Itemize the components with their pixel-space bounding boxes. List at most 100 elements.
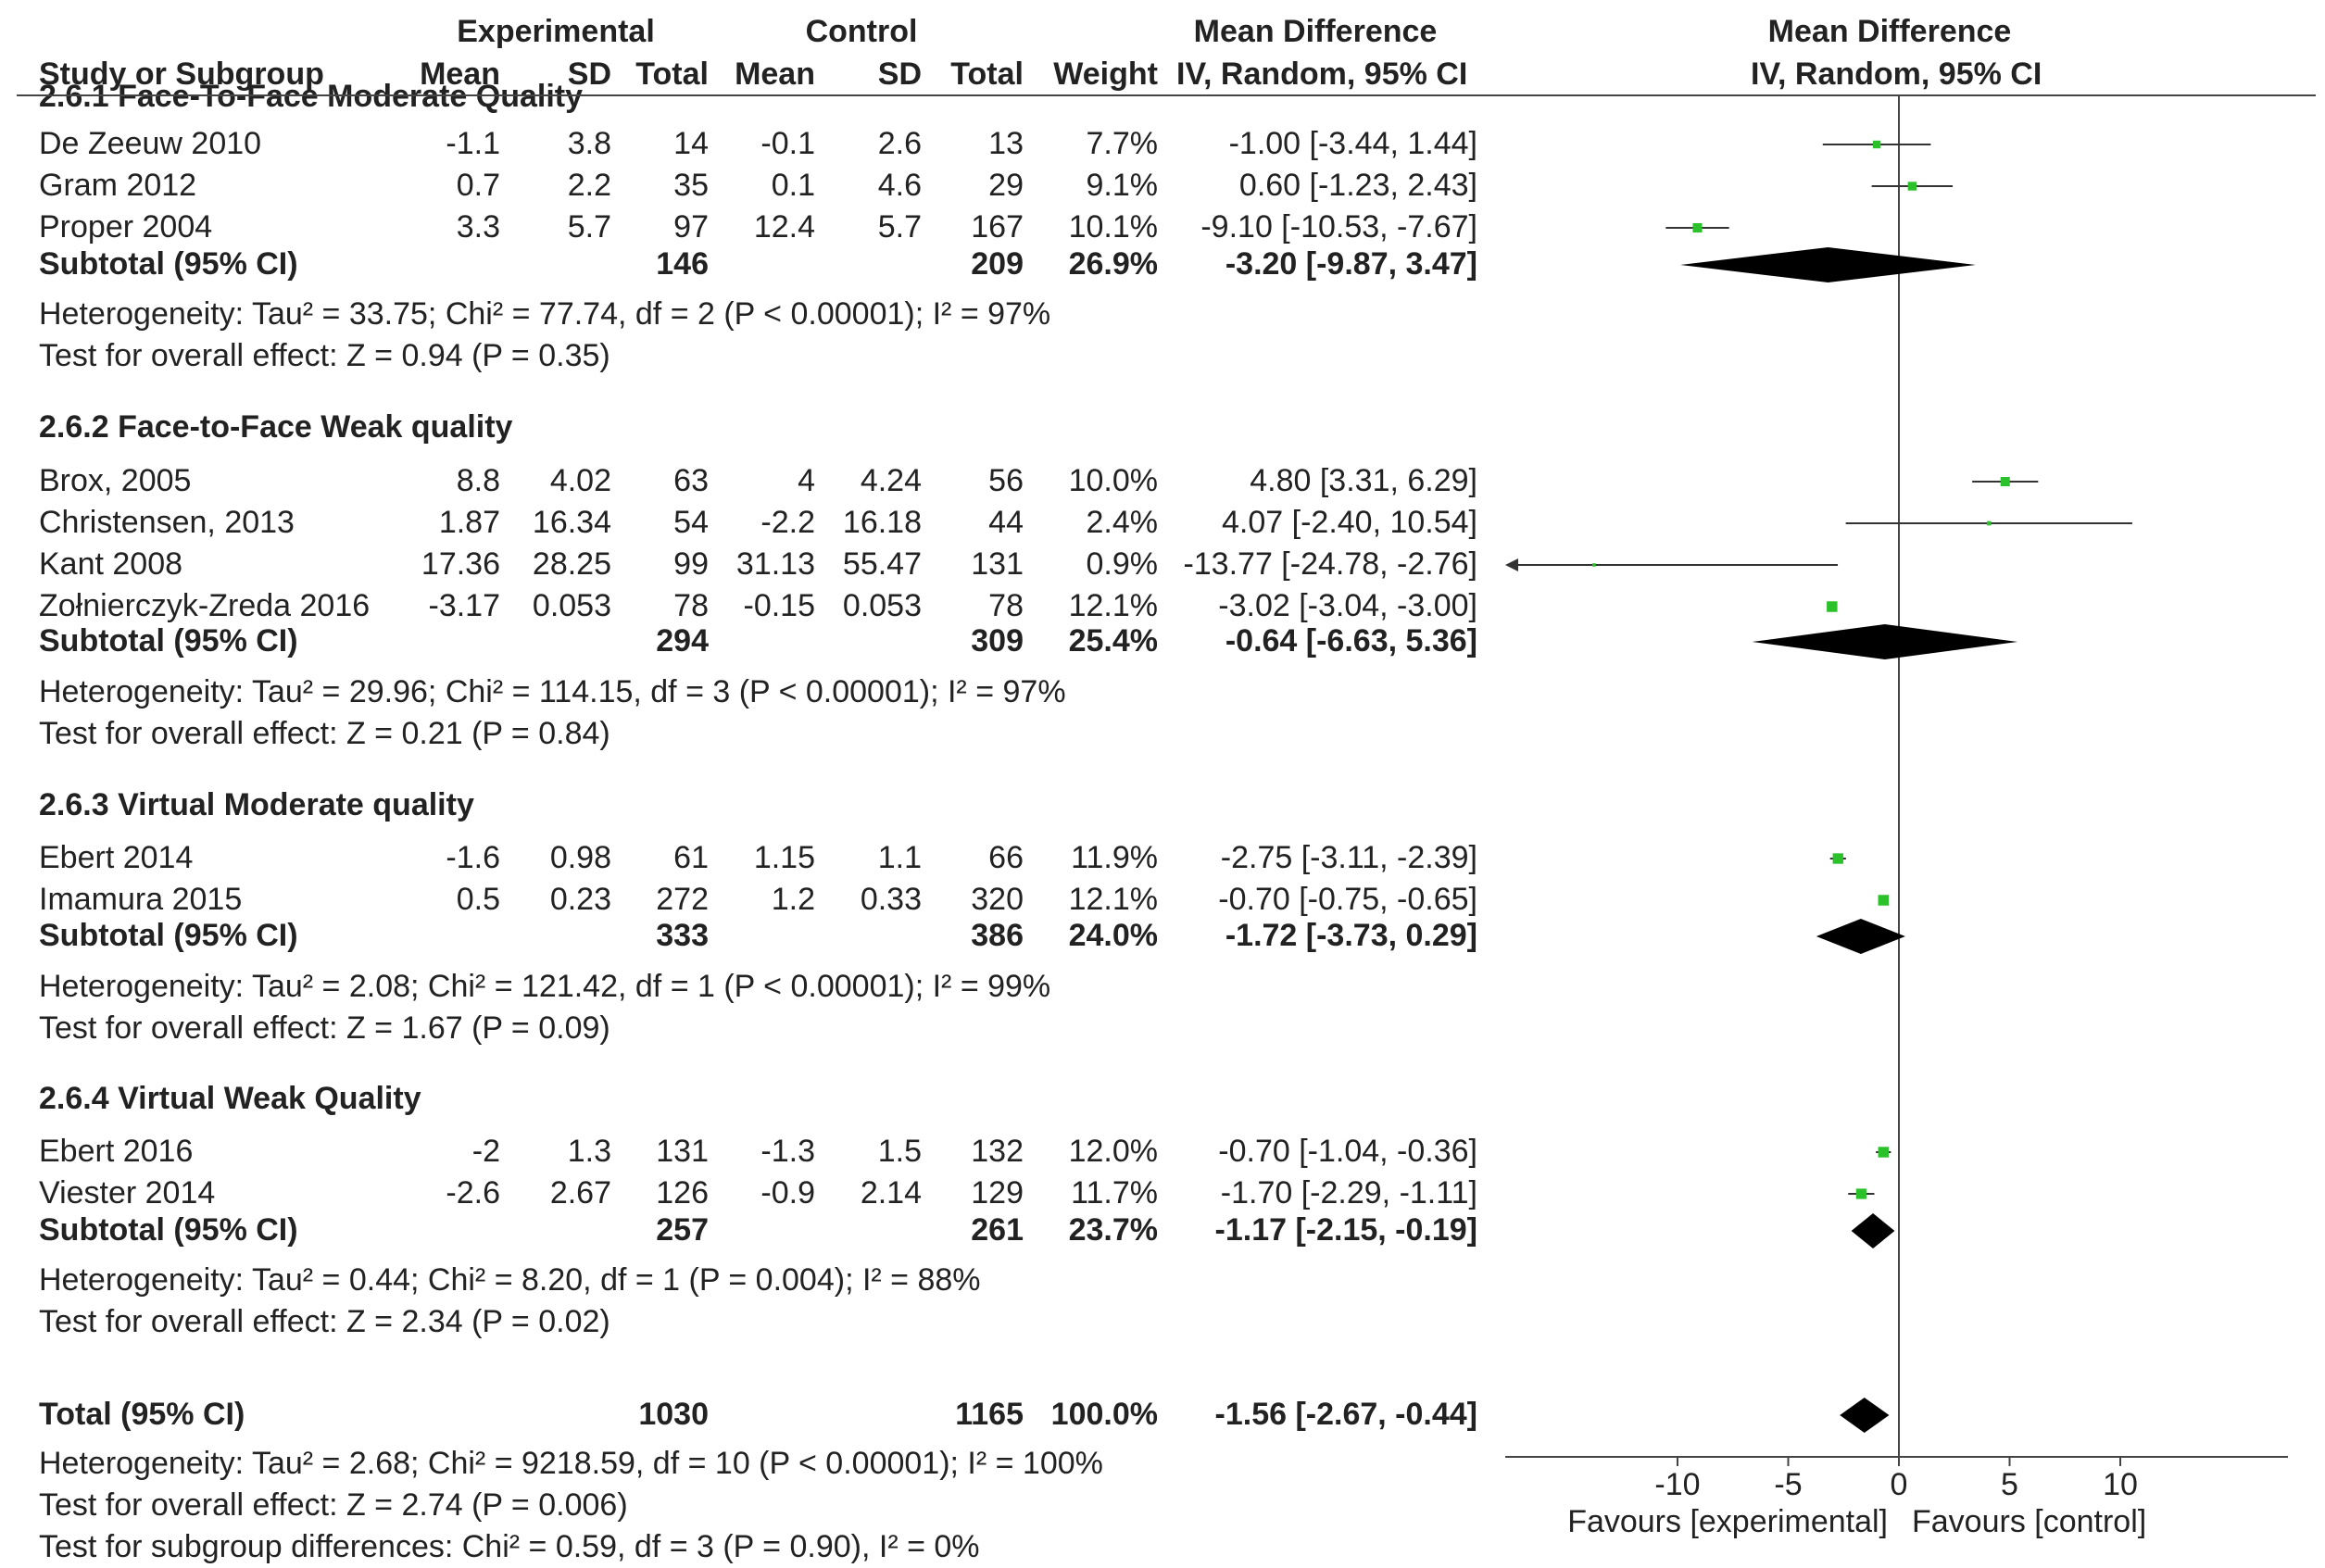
overall-effect-text: Test for overall effect: Z = 2.34 (P = 0…	[39, 1304, 610, 1339]
study-weight: 9.1%	[1086, 168, 1159, 203]
study-e-total: 99	[673, 546, 709, 582]
study-ci: 4.80 [3.31, 6.29]	[1250, 463, 1477, 498]
plot-title: Mean Difference	[1767, 14, 2012, 49]
study-c-mean: 0.1	[771, 168, 815, 203]
study-c-mean: -2.2	[760, 505, 815, 540]
subtotal-weight: 25.4%	[1068, 623, 1158, 659]
study-name: Kant 2008	[39, 546, 183, 582]
study-name: Ebert 2014	[39, 840, 194, 875]
heterogeneity-text: Heterogeneity: Tau² = 2.08; Chi² = 121.4…	[39, 969, 1051, 1004]
truncation-arrow	[1505, 558, 1518, 571]
subtotal-c-total: 209	[971, 246, 1024, 282]
study-e-total: 63	[673, 463, 709, 498]
study-e-sd: 16.34	[532, 505, 611, 540]
subgroup-title: 2.6.2 Face-to-Face Weak quality	[39, 409, 513, 445]
study-c-total: 131	[971, 546, 1024, 582]
total-heterogeneity-text: Heterogeneity: Tau² = 2.68; Chi² = 9218.…	[39, 1446, 1103, 1481]
plot-subtitle: IV, Random, 95% CI	[1751, 56, 2042, 92]
study-e-sd: 2.2	[567, 168, 611, 203]
study-weight: 0.9%	[1086, 546, 1159, 582]
study-ci: 0.60 [-1.23, 2.43]	[1238, 168, 1477, 203]
study-e-sd: 0.23	[549, 882, 611, 917]
overall-effect-text: Test for overall effect: Z = 0.21 (P = 0…	[39, 716, 610, 751]
pooled-diamond	[1816, 919, 1905, 954]
subtotal-e-total: 333	[656, 918, 709, 953]
study-name: De Zeeuw 2010	[39, 126, 262, 161]
study-c-sd: 1.1	[877, 840, 922, 875]
study-c-total: 132	[971, 1134, 1024, 1169]
study-c-sd: 0.33	[860, 882, 922, 917]
x-tick-label: 10	[2103, 1467, 2138, 1502]
study-ci: -1.00 [-3.44, 1.44]	[1228, 126, 1477, 161]
subgroup-title: 2.6.3 Virtual Moderate quality	[39, 787, 474, 822]
pooled-diamond	[1680, 247, 1976, 282]
study-marker	[1878, 895, 1890, 906]
subtotal-weight: 26.9%	[1068, 246, 1158, 282]
header-weight: Weight	[1053, 56, 1158, 92]
subtotal-ci: -0.64 [-6.63, 5.36]	[1225, 623, 1477, 659]
study-c-mean: 4	[798, 463, 815, 498]
study-e-total: 272	[656, 882, 709, 917]
study-e-total: 35	[673, 168, 709, 203]
heterogeneity-text: Heterogeneity: Tau² = 29.96; Chi² = 114.…	[39, 674, 1066, 709]
study-c-mean: -0.15	[743, 588, 816, 623]
study-marker	[2000, 477, 2010, 486]
study-e-sd: 4.02	[549, 463, 611, 498]
study-ci: -13.77 [-24.78, -2.76]	[1183, 546, 1477, 582]
study-c-total: 78	[988, 588, 1024, 623]
favours-control-label: Favours [control]	[1912, 1504, 2146, 1539]
study-e-mean: 0.7	[456, 168, 500, 203]
study-c-mean: -1.3	[760, 1134, 815, 1169]
heterogeneity-text: Heterogeneity: Tau² = 33.75; Chi² = 77.7…	[39, 296, 1051, 332]
overall-effect-text: Test for overall effect: Z = 0.94 (P = 0…	[39, 338, 610, 373]
study-marker	[1692, 222, 1703, 233]
pooled-diamond	[1851, 1213, 1895, 1248]
pooled-diamond	[1752, 624, 2018, 659]
study-name: Viester 2014	[39, 1175, 216, 1210]
study-c-total: 320	[971, 882, 1024, 917]
study-e-mean: -1.6	[446, 840, 500, 875]
study-marker	[1855, 1188, 1866, 1199]
study-ci: -0.70 [-1.04, -0.36]	[1218, 1134, 1477, 1169]
header-ctl-mean: Mean	[735, 56, 815, 92]
study-ci: -9.10 [-10.53, -7.67]	[1200, 209, 1477, 245]
subtotal-weight: 23.7%	[1068, 1212, 1158, 1248]
subtotal-ci: -1.72 [-3.73, 0.29]	[1225, 918, 1477, 953]
study-e-mean: 3.3	[456, 209, 500, 245]
subtotal-e-total: 257	[656, 1212, 709, 1248]
x-tick-label: 5	[2001, 1467, 2018, 1502]
header-experimental: Experimental	[457, 14, 655, 49]
overall-effect-text: Test for overall effect: Z = 1.67 (P = 0…	[39, 1010, 610, 1046]
subgroup-title: 2.6.4 Virtual Weak Quality	[39, 1081, 421, 1116]
study-e-mean: -2	[471, 1134, 500, 1169]
header-control: Control	[805, 14, 918, 49]
study-e-mean: 0.5	[456, 882, 500, 917]
study-c-mean: 31.13	[735, 546, 815, 582]
study-e-mean: -3.17	[428, 588, 501, 623]
study-name: Ebert 2016	[39, 1134, 194, 1169]
header-ci: IV, Random, 95% CI	[1176, 56, 1468, 92]
study-e-mean: 8.8	[456, 463, 500, 498]
total-ci: -1.56 [-2.67, -0.44]	[1214, 1397, 1477, 1432]
favours-experimental-label: Favours [experimental]	[1567, 1504, 1888, 1539]
study-e-total: 14	[673, 126, 709, 161]
study-e-mean: -2.6	[446, 1175, 500, 1210]
study-weight: 11.7%	[1071, 1175, 1158, 1210]
study-c-sd: 5.7	[877, 209, 922, 245]
subtotal-label: Subtotal (95% CI)	[39, 918, 298, 953]
total-c-total: 1165	[955, 1397, 1024, 1432]
study-c-sd: 16.18	[842, 505, 922, 540]
x-tick-label: -10	[1654, 1467, 1700, 1502]
heterogeneity-text: Heterogeneity: Tau² = 0.44; Chi² = 8.20,…	[39, 1262, 981, 1298]
study-marker	[1907, 182, 1917, 191]
study-c-sd: 2.14	[860, 1175, 922, 1210]
total-overall-effect-text: Test for overall effect: Z = 2.74 (P = 0…	[39, 1487, 628, 1523]
study-e-total: 97	[673, 209, 709, 245]
study-weight: 10.0%	[1068, 463, 1158, 498]
subtotal-ci: -1.17 [-2.15, -0.19]	[1214, 1212, 1477, 1248]
subtotal-label: Subtotal (95% CI)	[39, 246, 298, 282]
study-c-sd: 4.24	[860, 463, 922, 498]
subtotal-label: Subtotal (95% CI)	[39, 623, 298, 659]
study-weight: 10.1%	[1068, 209, 1158, 245]
